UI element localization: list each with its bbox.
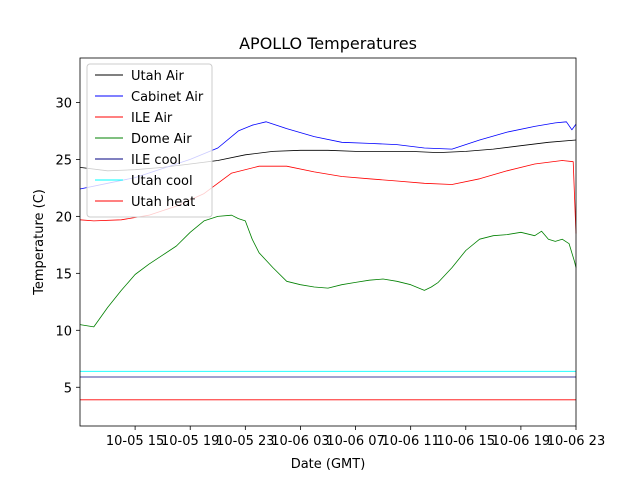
legend-label-utah-air: Utah Air (131, 69, 184, 84)
y-tick-label: 30 (55, 96, 72, 111)
x-tick-label: 10-05 19 (161, 434, 219, 449)
x-tick-label: 10-06 07 (326, 434, 384, 449)
series-line-dome-air (79, 214, 577, 328)
x-tick-label: 10-06 23 (547, 434, 605, 449)
x-tick-label: 10-05 23 (216, 434, 274, 449)
chart-title: APOLLO Temperatures (239, 34, 417, 53)
plot-frame (79, 57, 577, 427)
x-tick-label: 10-06 03 (271, 434, 329, 449)
x-tick-label: 10-06 11 (381, 434, 439, 449)
legend-label-dome-air: Dome Air (131, 132, 192, 147)
legend-label-ile-cool: ILE cool (131, 153, 181, 168)
x-tick-label: 10-06 15 (437, 434, 495, 449)
legend-label-cabinet-air: Cabinet Air (131, 90, 204, 105)
x-tick-label: 10-05 15 (106, 434, 164, 449)
y-tick-label: 15 (55, 267, 72, 282)
y-tick-label: 10 (55, 324, 72, 339)
legend-box (86, 63, 213, 218)
y-tick-label: 20 (55, 210, 72, 225)
legend-label-utah-heat: Utah heat (131, 195, 195, 210)
y-axis-label: Temperature (C) (32, 189, 47, 296)
x-axis-label: Date (GMT) (291, 457, 366, 472)
legend: Utah Air Cabinet Air ILE Air Dome Air ILE co… (86, 63, 213, 218)
y-tick-label: 25 (55, 153, 72, 168)
legend-label-utah-cool: Utah cool (131, 174, 193, 189)
y-axis: 5 10 15 20 25 30 (55, 96, 80, 396)
legend-label-ile-air: ILE Air (131, 111, 173, 126)
y-tick-label: 5 (64, 381, 72, 396)
x-tick-label: 10-06 19 (492, 434, 550, 449)
